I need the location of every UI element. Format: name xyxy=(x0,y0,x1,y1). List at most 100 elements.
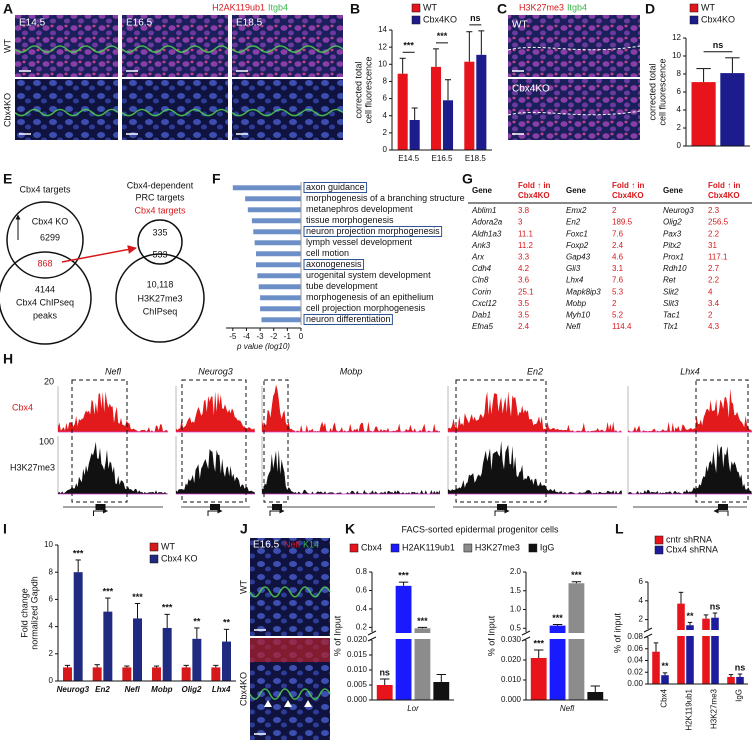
table-header: Fold ↑ in xyxy=(708,181,741,190)
exon xyxy=(210,504,220,510)
panel-letter: L xyxy=(615,521,624,537)
bar xyxy=(720,73,745,146)
venn-circle xyxy=(6,201,84,279)
y-tick-label: 1.0 xyxy=(510,605,522,614)
x-tick-label: -3 xyxy=(257,332,265,341)
bar xyxy=(686,625,694,684)
tss-arrow xyxy=(494,508,510,516)
membrane-stain xyxy=(249,586,331,598)
membrane-stain xyxy=(249,688,331,700)
age-label: E16.5 xyxy=(126,18,153,29)
table-header: Gene xyxy=(566,186,587,195)
bar xyxy=(257,273,301,279)
bar xyxy=(442,100,454,150)
y-tick-label: 0 xyxy=(383,145,388,154)
y-tick-label: 8 xyxy=(49,567,54,576)
table-cell: Pax3 xyxy=(663,229,682,238)
bar xyxy=(652,651,660,684)
gene-name: En2 xyxy=(527,366,543,376)
membrane-stain xyxy=(14,45,119,53)
y-tick-label: 0.2 xyxy=(356,622,368,631)
membrane-stain xyxy=(231,108,344,117)
legend-swatch xyxy=(411,15,421,25)
legend-swatch xyxy=(149,554,159,564)
gene-name: Lhx4 xyxy=(680,366,700,376)
track-scale: 100 xyxy=(39,436,54,446)
panel-letter: I xyxy=(3,521,7,537)
x-tick-label: -5 xyxy=(229,332,237,341)
region-box xyxy=(455,379,547,503)
legend-label: Cbx4KO xyxy=(701,14,735,24)
legend-label: Cbx4 xyxy=(361,542,382,552)
tss-arrow xyxy=(713,508,729,516)
table-cell: Neurog3 xyxy=(663,206,694,215)
y-tick-label: 0.08 xyxy=(627,632,643,641)
bar xyxy=(464,61,475,150)
y-tick-label: 0.4 xyxy=(356,604,368,613)
table-cell: Slit3 xyxy=(663,299,679,308)
set-label: Cbx4 ChIPseq xyxy=(16,297,74,307)
table-cell: Slit2 xyxy=(663,287,679,296)
bar xyxy=(73,572,83,681)
signal-track xyxy=(448,391,622,432)
bar xyxy=(736,676,744,684)
table-cell: 2.4 xyxy=(518,322,530,331)
y-tick-label: 12 xyxy=(672,33,681,42)
keratin-layer xyxy=(250,638,330,662)
x-tick-label: Mobp xyxy=(151,685,172,694)
panel-letter: J xyxy=(240,521,248,537)
bar xyxy=(152,667,161,681)
bar xyxy=(222,641,231,681)
legend-swatch xyxy=(654,545,664,555)
venn-title: Cbx4-dependent xyxy=(127,180,194,190)
table-cell: Foxp2 xyxy=(566,241,589,250)
gene-name: Nefl xyxy=(105,366,122,376)
signal-track xyxy=(58,441,168,494)
y-tick-label: 0.010 xyxy=(501,675,522,684)
bar xyxy=(677,603,685,684)
overlap-count: 868 xyxy=(37,258,52,268)
table-cell: Olig2 xyxy=(663,218,682,227)
venn-circle xyxy=(115,253,205,343)
age-label: E14.5 xyxy=(19,18,46,29)
set-label: H3K27me3 xyxy=(137,293,182,303)
table-cell: Adora2a xyxy=(471,218,503,227)
significance: ** xyxy=(223,618,231,628)
table-cell: Ret xyxy=(663,276,676,285)
micrograph xyxy=(508,15,640,77)
table-header: Fold ↑ in xyxy=(518,181,551,190)
y-tick-label: 14 xyxy=(378,25,387,34)
category-label: urogenital system development xyxy=(306,270,431,280)
legend-label: Cbx4 KO xyxy=(161,553,198,563)
table-cell: 4.2 xyxy=(518,264,530,273)
bar xyxy=(397,73,408,150)
row-label: Cbx4KO xyxy=(238,672,248,706)
x-tick-label: Nefl xyxy=(125,685,141,694)
bar xyxy=(63,667,72,681)
table-cell: Tac1 xyxy=(663,311,680,320)
table-cell: 117.1 xyxy=(708,253,728,262)
x-tick-label: Neurog3 xyxy=(57,685,90,694)
bar xyxy=(254,240,301,246)
bar xyxy=(661,675,669,684)
bar xyxy=(133,618,142,681)
legend-swatch xyxy=(463,543,473,553)
table-header: Gene xyxy=(663,186,684,195)
membrane-stain xyxy=(14,108,119,117)
category-label: cell projection morphogenesis xyxy=(306,303,426,313)
category-label: axon guidance xyxy=(306,182,365,192)
legend-label: WT xyxy=(423,2,437,12)
row-label: WT xyxy=(2,39,12,53)
table-header: Cbx4KO xyxy=(708,191,740,200)
y-tick-label: 10 xyxy=(672,51,681,60)
x-tick-label: Nefl xyxy=(560,704,574,713)
table-cell: 3.3 xyxy=(518,253,530,262)
table-cell: 189.5 xyxy=(612,218,633,227)
table-cell: 3.4 xyxy=(708,299,720,308)
x-tick-label: Lor xyxy=(407,704,419,713)
set-count: 10,118 xyxy=(147,279,174,289)
y-tick-label: 2 xyxy=(639,615,644,624)
y-tick-label: 0.005 xyxy=(347,680,368,689)
membrane-stain xyxy=(231,45,344,53)
axis-break xyxy=(522,633,610,639)
